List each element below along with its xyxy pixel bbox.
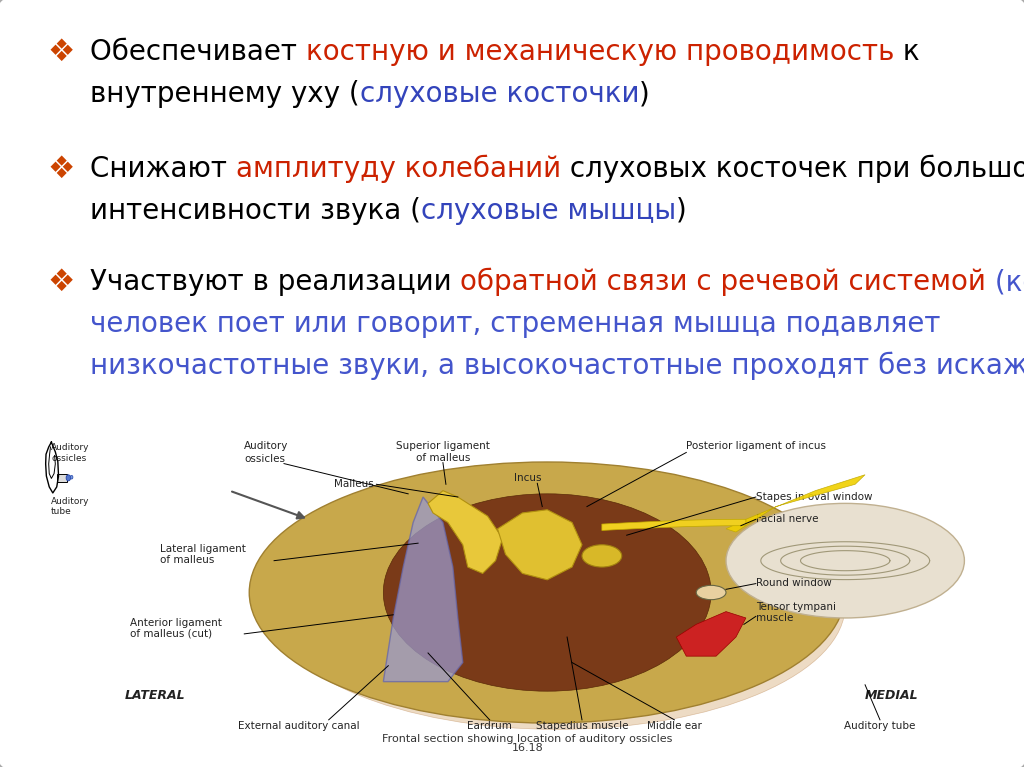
Text: низкочастотные звуки, а высокочастотные проходят без искажений): низкочастотные звуки, а высокочастотные … [90,352,1024,380]
Text: ): ) [639,80,650,108]
Text: (когда: (когда [986,268,1024,296]
Text: LATERAL: LATERAL [125,690,185,703]
Text: Обеспечивает: Обеспечивает [90,38,306,66]
Ellipse shape [582,545,622,567]
Text: Superior ligament: Superior ligament [396,441,489,451]
Polygon shape [57,473,67,482]
Polygon shape [676,611,745,657]
Text: of malleus: of malleus [160,555,214,565]
Polygon shape [383,497,463,682]
Text: слуховых косточек при большой: слуховых косточек при большой [561,155,1024,183]
Text: Снижают: Снижают [90,155,236,183]
Ellipse shape [71,476,73,479]
Text: ❖: ❖ [47,38,75,67]
Text: Malleus: Malleus [334,479,374,489]
Text: Stapedius muscle: Stapedius muscle [536,722,629,732]
Ellipse shape [383,494,711,691]
Text: ❖: ❖ [47,268,75,297]
Ellipse shape [249,462,845,723]
Text: ): ) [676,197,687,225]
Text: к: к [894,38,920,66]
Polygon shape [602,519,745,531]
Text: внутреннему уху (: внутреннему уху ( [90,80,359,108]
Text: Incus: Incus [514,472,541,482]
Text: Участвуют в реализации: Участвуют в реализации [90,268,461,296]
Ellipse shape [269,481,845,729]
Text: слуховые косточки: слуховые косточки [359,80,639,108]
Text: Stapes in oval window: Stapes in oval window [756,492,872,502]
Text: амплитуду колебаний: амплитуду колебаний [236,155,561,183]
Polygon shape [428,491,503,574]
Text: человек поет или говорит, стременная мышца подавляет: человек поет или говорит, стременная мыш… [90,310,940,338]
Text: слуховые мышцы: слуховые мышцы [421,197,676,225]
Text: ❖: ❖ [47,155,75,184]
Text: MEDIAL: MEDIAL [865,690,919,703]
Text: 16.18: 16.18 [511,743,544,753]
Text: of malleus: of malleus [416,453,470,463]
Text: Auditory tube: Auditory tube [844,722,915,732]
Text: Posterior ligament of incus: Posterior ligament of incus [686,441,826,451]
Text: Auditory
ossicles: Auditory ossicles [51,443,89,463]
Text: Anterior ligament: Anterior ligament [130,617,222,627]
Text: Round window: Round window [756,578,831,588]
Text: Lateral ligament: Lateral ligament [160,545,246,555]
Text: of malleus (cut): of malleus (cut) [130,629,212,639]
Text: интенсивности звука (: интенсивности звука ( [90,197,421,225]
Text: обратной связи с речевой системой: обратной связи с речевой системой [461,268,986,296]
Ellipse shape [696,585,726,600]
Text: Tensor tympani: Tensor tympani [756,601,836,611]
Text: External auditory canal: External auditory canal [239,722,359,732]
Ellipse shape [67,475,71,481]
Text: ossicles: ossicles [245,453,286,463]
Text: Auditory
tube: Auditory tube [50,496,89,516]
Polygon shape [498,510,582,580]
Text: Middle ear: Middle ear [647,722,701,732]
Text: Auditory: Auditory [245,441,289,451]
Polygon shape [726,475,865,532]
Text: Eardrum: Eardrum [467,722,512,732]
Text: костную и механическую проводимость: костную и механическую проводимость [306,38,894,66]
Ellipse shape [726,503,965,618]
Text: Facial nerve: Facial nerve [756,515,818,525]
Text: muscle: muscle [756,613,794,623]
Text: Frontal section showing location of auditory ossicles: Frontal section showing location of audi… [382,734,673,744]
